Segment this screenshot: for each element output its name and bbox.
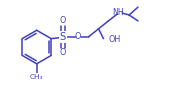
Text: O: O	[60, 16, 66, 25]
Text: S: S	[60, 32, 66, 42]
Text: O: O	[75, 32, 81, 41]
Text: CH₃: CH₃	[30, 74, 44, 80]
Text: NH: NH	[112, 8, 124, 17]
Text: OH: OH	[108, 35, 121, 44]
Text: O: O	[60, 48, 66, 57]
